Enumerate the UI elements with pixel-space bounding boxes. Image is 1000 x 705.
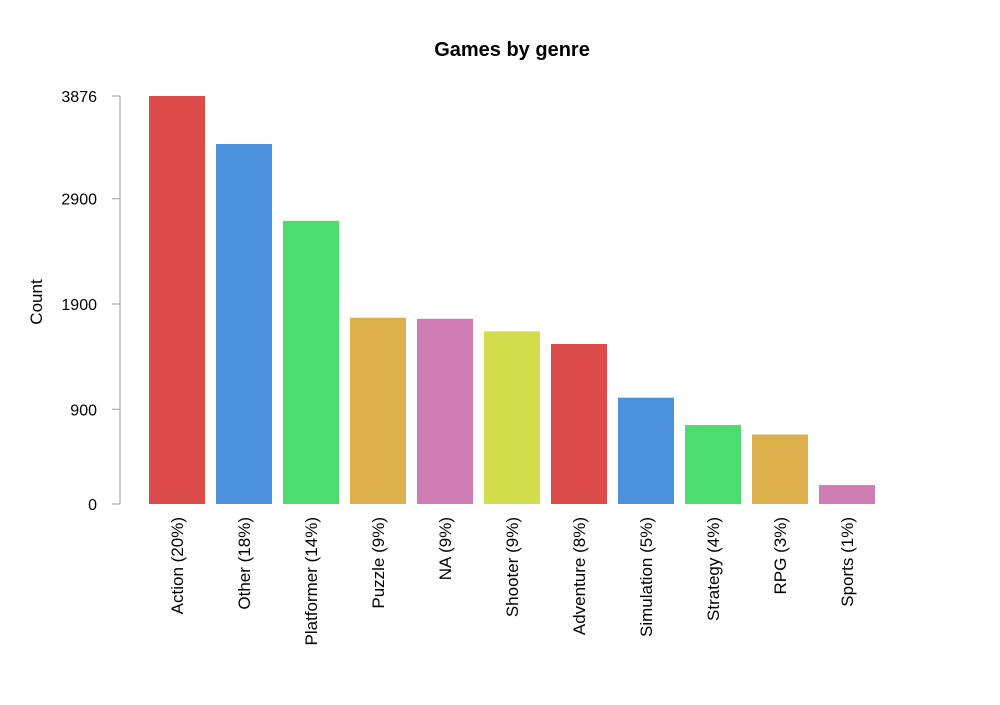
x-category-label: NA (9%) <box>436 517 455 580</box>
y-axis-label: Count <box>27 279 46 325</box>
x-category-label: Other (18%) <box>235 517 254 610</box>
bar <box>484 331 540 504</box>
y-axis-ticks: 0 900 1900 2900 3876 <box>61 89 120 514</box>
x-category-label: RPG (3%) <box>771 517 790 594</box>
x-category-label: Simulation (5%) <box>637 517 656 637</box>
x-axis-labels: Action (20%) Other (18%) Platformer (14%) P… <box>168 517 857 645</box>
bar <box>283 220 339 504</box>
bar <box>417 318 473 504</box>
x-category-label: Shooter (9%) <box>503 517 522 617</box>
x-category-label: Sports (1%) <box>838 517 857 607</box>
x-category-label: Strategy (4%) <box>704 517 723 621</box>
x-category-label: Platformer (14%) <box>302 517 321 645</box>
bar <box>685 425 741 504</box>
x-category-label: Puzzle (9%) <box>369 517 388 609</box>
bar <box>551 344 607 504</box>
y-tick-label: 2900 <box>61 192 97 209</box>
y-tick-label: 3876 <box>61 89 97 106</box>
bar <box>350 317 406 504</box>
y-tick-label: 1900 <box>61 297 97 314</box>
chart-title: Games by genre <box>434 39 590 61</box>
bar <box>819 485 875 504</box>
y-tick-label: 0 <box>88 497 97 514</box>
bar <box>149 96 205 504</box>
x-category-label: Adventure (8%) <box>570 517 589 635</box>
bar <box>216 144 272 504</box>
bar <box>618 397 674 504</box>
y-tick-label: 900 <box>70 402 97 419</box>
bar <box>752 434 808 504</box>
bars-group <box>149 96 875 504</box>
x-category-label: Action (20%) <box>168 517 187 614</box>
